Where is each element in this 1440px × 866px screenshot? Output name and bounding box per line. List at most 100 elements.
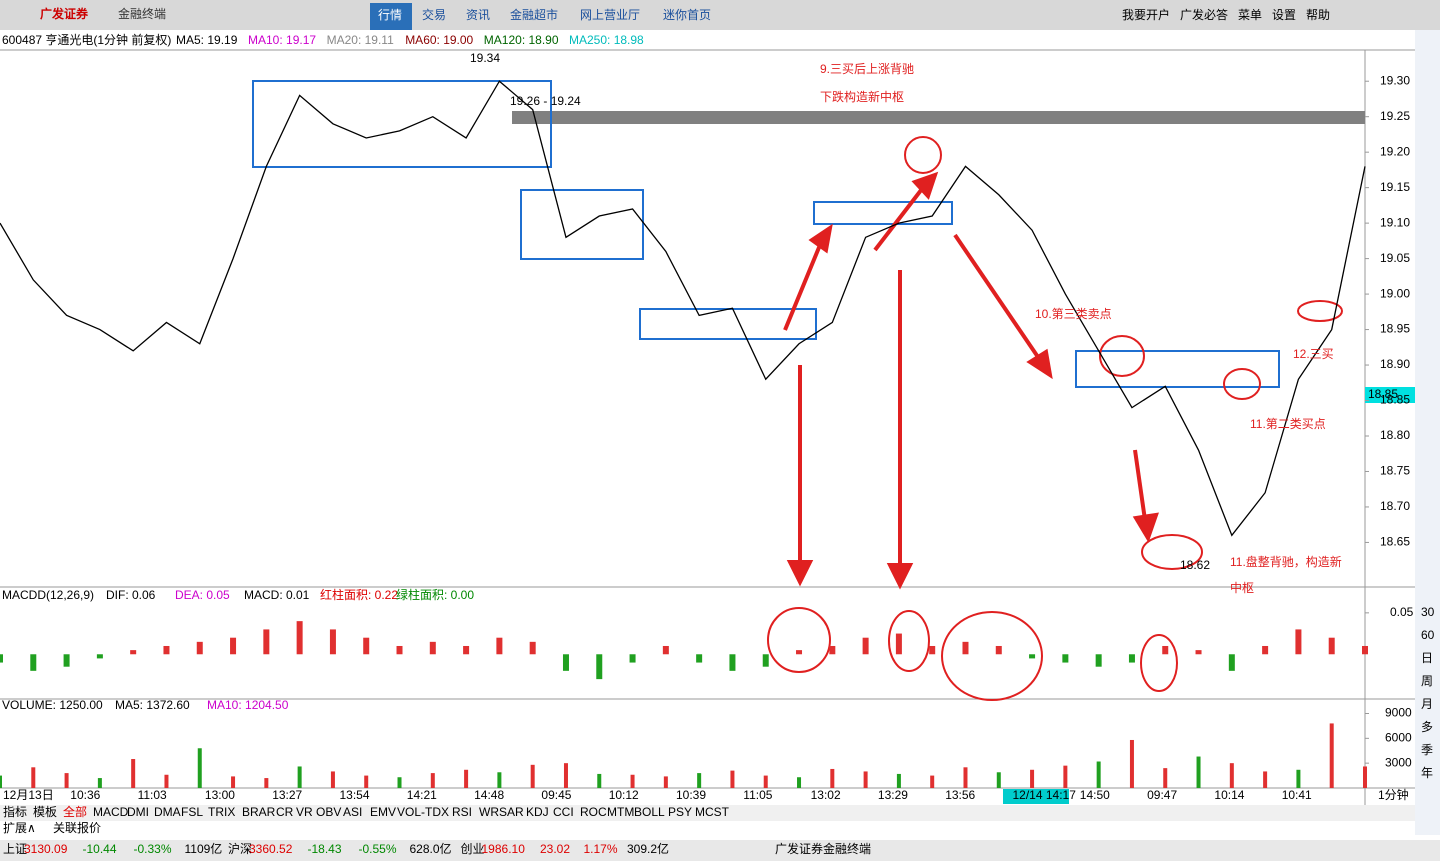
ma-label: MA120: 18.90 — [484, 33, 559, 47]
macd-bar — [862, 637, 869, 655]
y-tick-label: 18.85 — [1380, 393, 1410, 407]
tab[interactable]: MACD — [93, 805, 129, 819]
nav-item[interactable]: 资讯 — [466, 8, 490, 22]
volume-bar — [1229, 763, 1234, 788]
macd-bar — [995, 645, 1002, 655]
macd-label: MACDD(12,26,9) — [2, 588, 94, 602]
macd-bar — [30, 654, 37, 671]
tab[interactable]: 指标 — [3, 804, 27, 819]
nav-item[interactable]: 金融超市 — [510, 7, 558, 22]
tab[interactable]: OBV — [316, 805, 341, 819]
macd-bar — [329, 629, 336, 655]
volume-bar — [497, 772, 502, 788]
tab[interactable]: MCST — [695, 805, 730, 819]
status-item: 1986.10 — [482, 842, 526, 856]
tab[interactable]: ASI — [343, 805, 362, 819]
status-bar — [0, 840, 1440, 861]
nav-item[interactable]: 行情 — [378, 8, 402, 22]
macd-label: DIF: 0.06 — [106, 588, 156, 602]
status-item: 3360.52 — [249, 842, 293, 856]
macd-bar — [63, 654, 70, 667]
volume-label: MA10: 1204.50 — [207, 698, 289, 712]
tab[interactable]: DMA — [154, 805, 181, 819]
tab[interactable]: 全部 — [63, 804, 87, 819]
header-button[interactable]: 广发必答 — [1180, 7, 1228, 22]
x-tick-label: 11:05 — [743, 788, 772, 802]
status-item: -0.33% — [134, 842, 172, 856]
tab[interactable]: BRAR — [242, 805, 276, 819]
volume-bar — [1096, 761, 1101, 788]
stock-name: 600487 亨通光电(1分钟 前复权) — [2, 32, 171, 47]
macd-bar — [1295, 629, 1302, 655]
x-tick-label: 10:12 — [609, 788, 639, 802]
nav-item[interactable]: 迷你首页 — [663, 8, 711, 22]
y-tick-label: 19.05 — [1380, 251, 1410, 265]
header-button[interactable]: 我要开户 — [1122, 7, 1170, 22]
macd-bar — [729, 654, 736, 671]
macd-bar — [629, 654, 636, 663]
tab[interactable]: DMI — [127, 805, 149, 819]
tab[interactable]: MTM — [607, 805, 634, 819]
volume-bar — [630, 774, 635, 788]
tab[interactable]: CCI — [553, 805, 574, 819]
y-tick-label: 19.00 — [1380, 286, 1410, 300]
y-tick-label: 18.95 — [1380, 322, 1410, 336]
volume-bar — [730, 770, 735, 788]
status-item: 广发证券金融终端 — [775, 841, 871, 856]
header-button[interactable]: 设置 — [1272, 8, 1296, 22]
y-tick-label: 19.30 — [1380, 73, 1410, 87]
sidebar-item: 周 — [1421, 674, 1433, 688]
tab[interactable]: RSI — [452, 805, 472, 819]
tab[interactable]: PSY — [668, 805, 692, 819]
annotation: 12.三买 — [1293, 347, 1334, 361]
macd-bar — [296, 621, 303, 655]
macd-label: DEA: 0.05 — [175, 588, 230, 602]
x-tick-label: 14:50 — [1080, 788, 1110, 802]
volume-bar — [1030, 769, 1035, 788]
tab[interactable]: CR — [276, 805, 294, 819]
tab[interactable]: BOLL — [634, 805, 665, 819]
tab[interactable]: EMV — [370, 805, 396, 819]
macd-bar — [363, 637, 370, 655]
circles — [767, 136, 1343, 701]
tab[interactable]: TRIX — [208, 805, 235, 819]
volume-label: MA5: 1372.60 — [115, 698, 190, 712]
volume-bar — [1163, 768, 1168, 788]
header-button[interactable]: 帮助 — [1306, 8, 1330, 22]
macd-bar — [1195, 650, 1202, 655]
status-item: -18.43 — [308, 842, 342, 856]
macd-bar — [0, 654, 3, 663]
status-item: 1109亿 — [185, 841, 223, 856]
tab[interactable]: ROC — [580, 805, 607, 819]
x-tick-label: 14:21 — [407, 788, 437, 802]
nav-item[interactable]: 交易 — [422, 7, 446, 22]
zone-band — [512, 111, 1365, 124]
volume-bar — [430, 773, 435, 788]
header-button[interactable]: 菜单 — [1238, 8, 1262, 22]
volume-bar — [563, 763, 568, 788]
tab-bar — [0, 805, 1415, 821]
tab[interactable]: 模板 — [33, 805, 57, 819]
price-mark: 18.62 — [1180, 558, 1210, 572]
volume-bar — [264, 778, 269, 788]
tab[interactable]: VOL-TDX — [397, 805, 449, 819]
x-tick-label: 13:00 — [205, 788, 235, 802]
tab[interactable]: KDJ — [526, 805, 549, 819]
macd-bar — [929, 645, 936, 655]
nav-item[interactable]: 网上营业厅 — [580, 8, 640, 22]
macd-bar — [230, 637, 237, 655]
tab[interactable]: FSL — [181, 805, 203, 819]
tab[interactable]: WR — [479, 805, 499, 819]
x-tick-label: 13:27 — [272, 788, 302, 802]
macd-bar — [163, 645, 170, 655]
volume-bar — [97, 778, 102, 788]
tab[interactable]: VR — [296, 805, 313, 819]
tab[interactable]: SAR — [499, 805, 524, 819]
x-tick-label: 13:54 — [340, 788, 370, 802]
x-tick-label: 10:36 — [70, 788, 100, 802]
tab[interactable]: 扩展∧ — [3, 821, 36, 835]
ma-label: MA5: 19.19 — [176, 33, 238, 47]
macd-bar — [962, 641, 969, 655]
tab[interactable]: 关联报价 — [53, 820, 101, 835]
macd-bar — [496, 637, 503, 655]
